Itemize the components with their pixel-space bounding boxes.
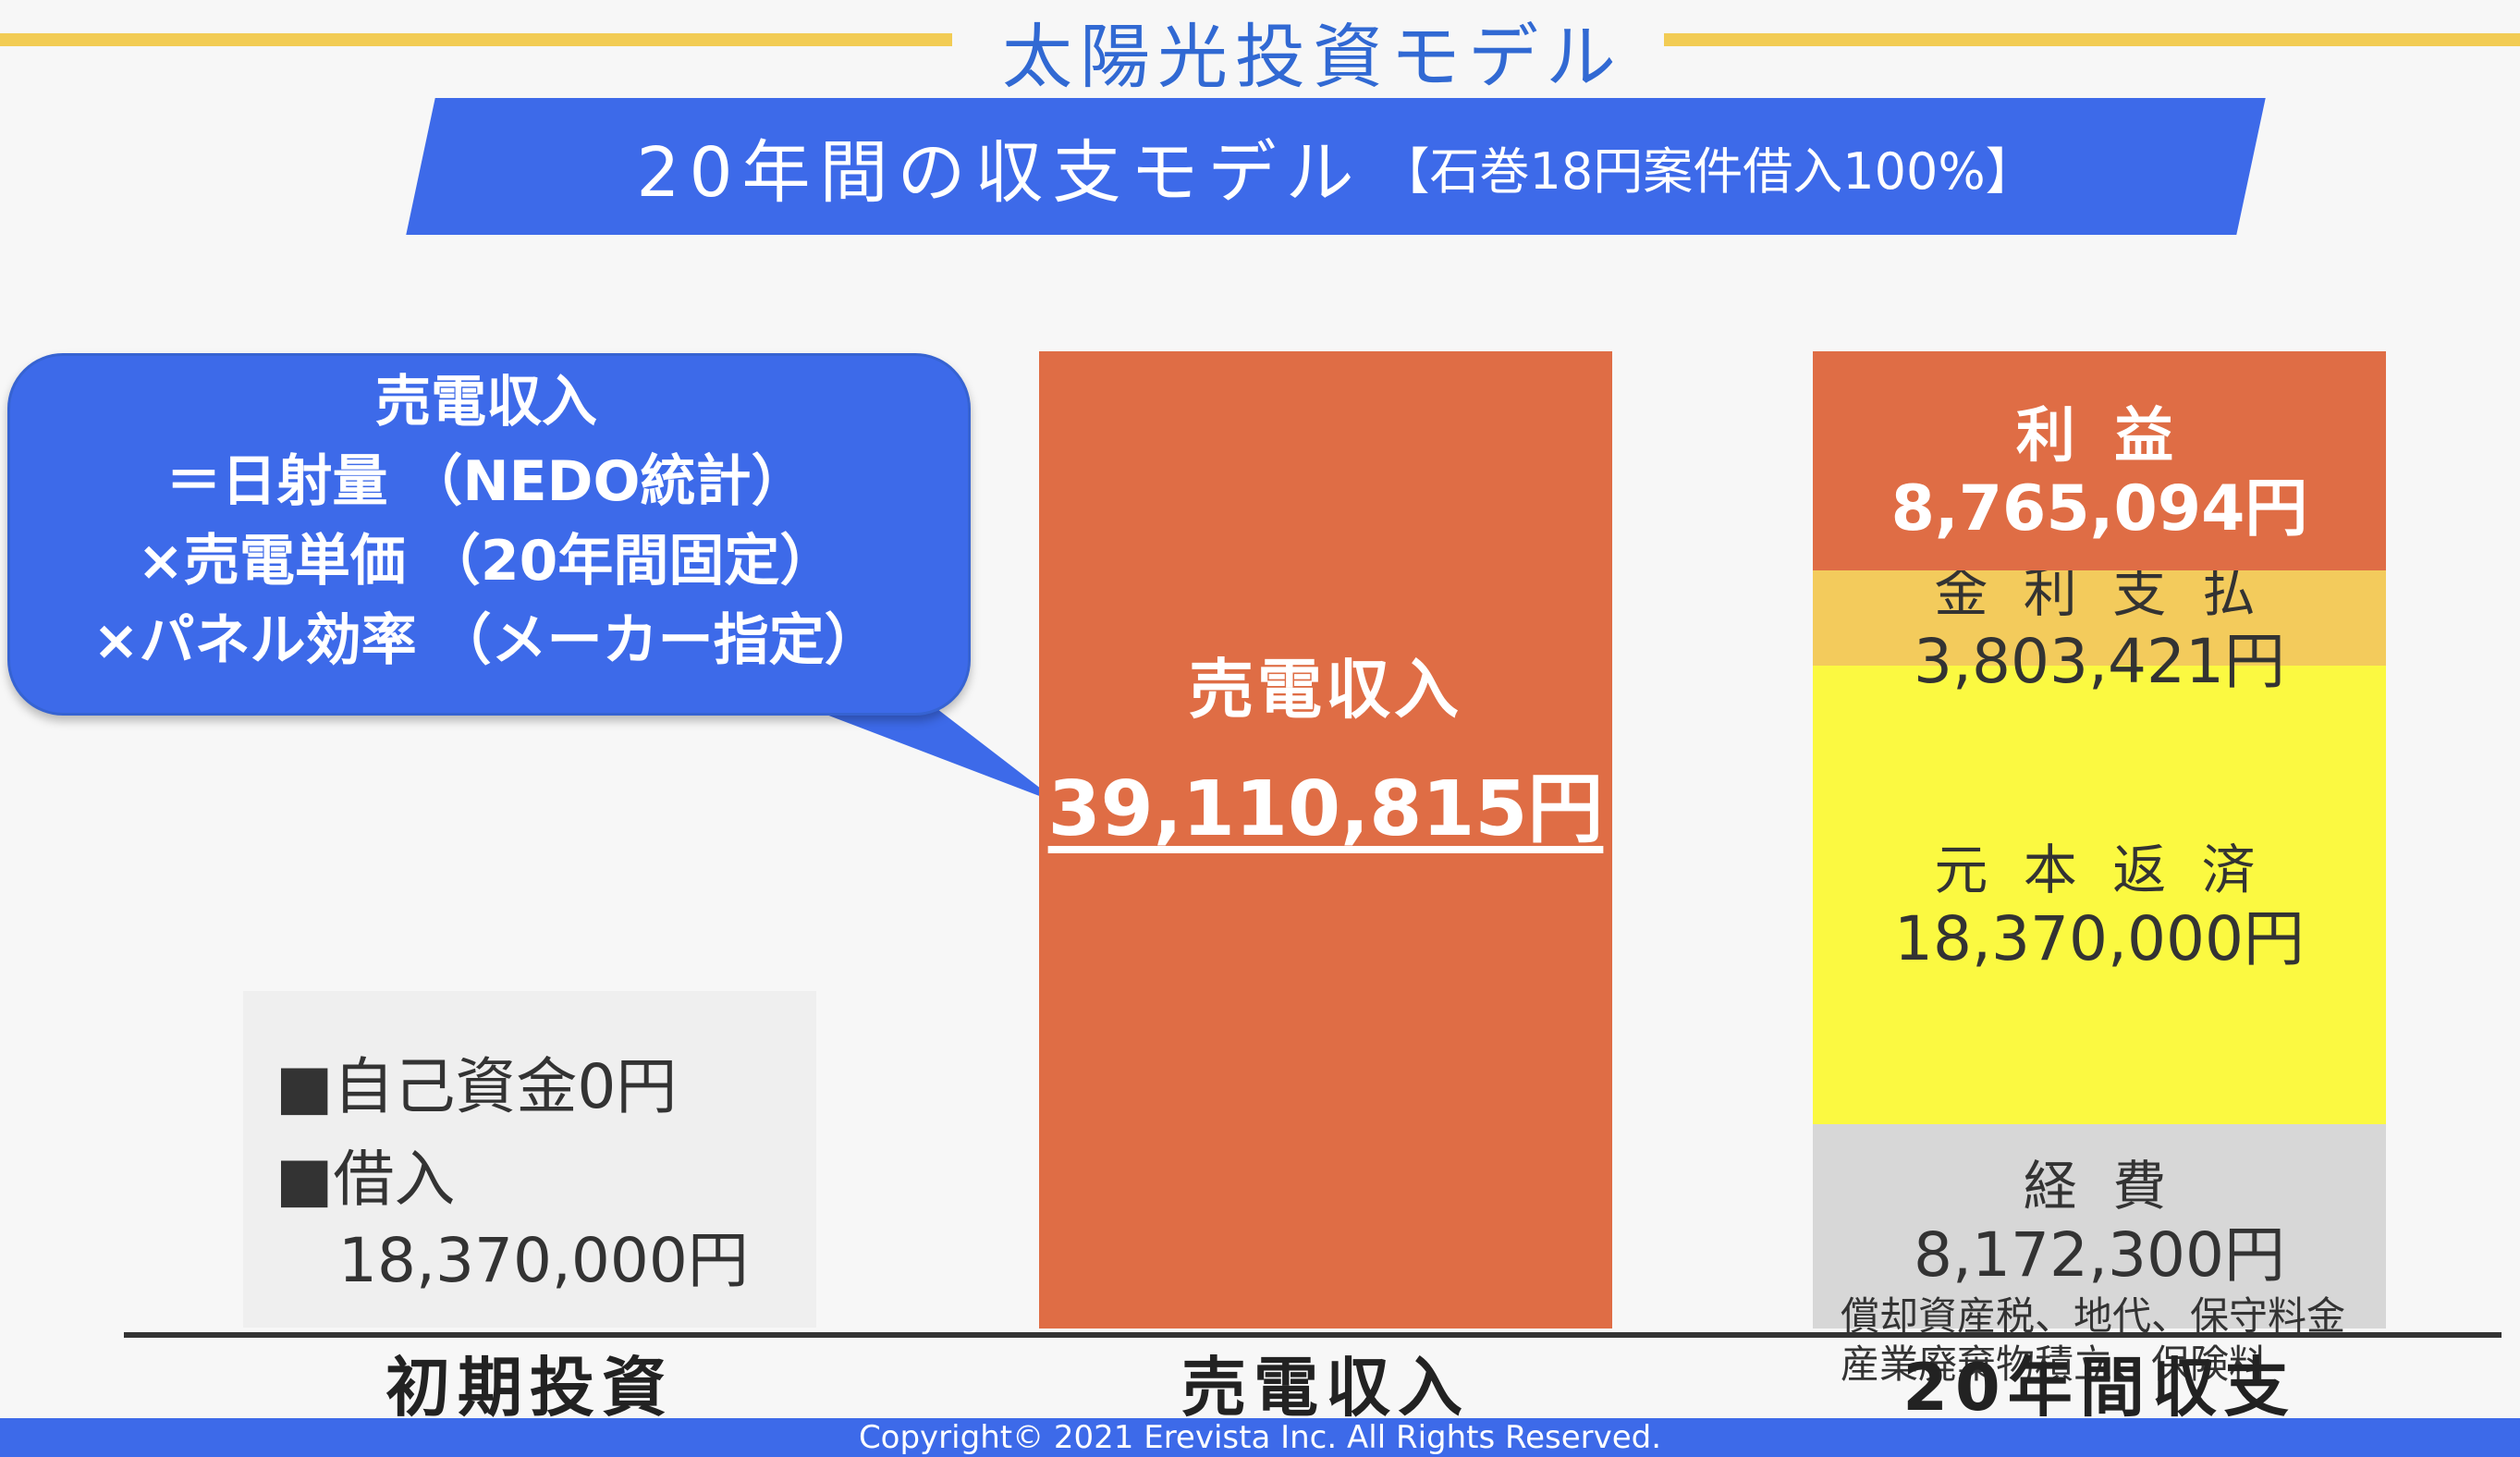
bar-segment-label: 売電収入 [1189,652,1462,728]
title-rule-right [1664,33,2520,46]
category-label-revenue: 売電収入 [1181,1350,1470,1426]
borrowing-label: ■借入 [275,1144,456,1215]
copyright-footer: Copyright© 2021 Erevista Inc. All Rights… [0,1418,2520,1457]
expense-note: 産業廃棄物積立、保険料 [1841,1341,2269,1388]
bar-segment-label: 金 利 支 払 [1934,561,2265,625]
bar-segment [1813,569,2386,666]
subtitle: 20年間の収支モデル 【石巻18円案件借入100%】 [421,98,2251,235]
callout-line: ＝日射量 （NEDO統計） [165,449,807,514]
bar-segment-label: 元 本 返 済 [1934,838,2265,901]
callout-line: 売電収入 [375,370,597,435]
expense-note: 償却資産税、地代、保守料金 [1841,1293,2346,1340]
bar-segment [1813,1124,2386,1328]
page-title: 太陽光投資モデル [1002,16,1623,98]
callout-line: ×売電単価 （20年間固定） [137,529,836,594]
category-label-initial: 初期投資 [385,1350,674,1426]
initial-investment-box [243,991,816,1328]
bar-value-label: 8,765,094円 [1890,472,2308,546]
bar-value-label: 39,110,815円 [1047,765,1604,853]
subtitle-sub: 【石巻18円案件借入100%】 [1379,141,2036,201]
title-rule-left [0,33,952,46]
bar-segment-label: 経 費 [2023,1155,2176,1218]
bar-segment [1039,351,1612,1328]
bar-value-label: 8,172,300円 [1914,1219,2285,1292]
borrowing-amount: 18,370,000円 [338,1225,749,1296]
bar-segment [1813,665,2386,1125]
own-capital-text: ■自己資金0円 [275,1051,678,1122]
x-axis-baseline [124,1332,2502,1338]
bar-segment-label: 利 益 [2015,402,2184,471]
subtitle-main: 20年間の収支モデル [636,132,1364,213]
category-label-20yr: 20年間収支 [1902,1350,2296,1426]
bar-segment [1813,351,2386,570]
formula-callout-text: 売電収入 ＝日射量 （NEDO統計） ×売電単価 （20年間固定） ×パネル効率… [7,362,965,680]
callout-line: ×パネル効率 （メーカー指定） [92,608,880,673]
formula-callout [7,353,971,716]
bar-value-label: 3,803,421円 [1914,626,2285,698]
bar-value-label: 18,370,000円 [1894,902,2305,974]
